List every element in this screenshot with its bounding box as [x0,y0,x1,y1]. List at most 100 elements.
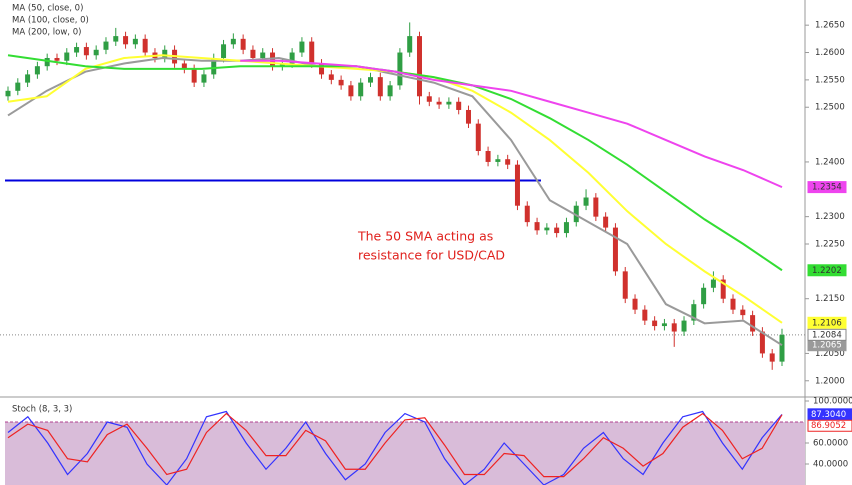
candle-body [740,309,746,316]
candle-body [456,101,462,110]
candle-body [230,38,236,45]
candle-body [632,298,638,310]
y-tick-label: 1.2250 [815,240,845,250]
y-tick-label: 1.2650 [815,21,845,31]
candle-body [34,66,40,75]
candle-body [387,85,393,97]
candle-body [622,271,628,299]
ma-line [7,56,783,347]
candle-body [377,77,383,97]
value-box [807,316,847,329]
candle-body [681,320,687,332]
y-tick-label: 60.0000 [813,439,848,449]
candle-body [593,197,599,217]
y-tick-label: 40.0000 [813,460,848,470]
candle-body [5,90,11,97]
y-tick-label: 1.2050 [815,349,845,359]
candle-body [524,205,530,223]
annotation: The 50 SMA acting as [357,229,493,244]
candle-body [495,159,501,162]
legend-entry: MA (200, low, 0) [12,28,81,38]
candle-body [181,63,187,69]
candle-body [162,49,168,58]
candle-body [671,323,677,332]
candle-body [279,63,285,67]
candle-body [426,96,432,102]
candle-body [358,82,364,97]
candle-body [25,74,31,83]
value-box [807,181,847,194]
candle-body [289,52,295,64]
candle-body [201,74,207,83]
candle-body [299,41,305,53]
candle-body [544,227,550,231]
candle-body [701,287,707,305]
value-box [807,264,847,277]
candle-body [260,52,266,58]
y-tick-label: 1.2300 [815,212,845,222]
candle-body [44,57,50,67]
legend-entry: MA (100, close, 0) [12,16,89,26]
value-box-label: 86.9052 [811,421,846,431]
candle-body [750,315,756,332]
candle-body [485,150,491,162]
candle-body [603,216,609,228]
candle-body [54,57,60,61]
candle-body [446,101,452,105]
candle-body [554,227,560,234]
y-tick-label: 100.0000 [813,397,852,407]
candle-body [436,101,442,105]
candle-body [475,123,481,151]
value-box-label: 1.2065 [812,341,842,351]
candle-body [573,205,579,223]
y-tick-label: 1.2550 [815,75,845,85]
y-tick-label: 1.2500 [815,103,845,113]
candle-body [759,331,765,354]
panel-title: Stoch (8, 3, 3) [12,405,72,415]
candle-body [338,79,344,86]
candle-body [720,279,726,299]
candle-body [113,36,119,42]
candle-body [691,304,697,321]
candle-body [652,320,658,327]
candle-body [93,49,99,56]
value-box [807,328,847,341]
candle-body [240,38,246,50]
candle-body [514,164,520,206]
stoch-line [7,412,783,478]
candle-body [123,36,129,45]
candle-body [368,77,374,83]
candle-body [505,159,511,165]
candle-body [74,47,80,53]
candle-body [103,41,109,50]
candle-body [83,47,89,56]
candle-body [15,82,21,91]
candle-body [221,44,227,58]
candle-body [779,334,785,362]
candle-body [132,38,138,45]
legend-entry: MA (50, close, 0) [12,4,83,14]
candle-body [769,353,775,362]
candle-body [661,323,667,327]
ma-line [240,59,783,189]
stoch-band [5,422,805,485]
candle-body [612,227,618,272]
candle-body [319,63,325,75]
candle-body [534,222,540,231]
candle-body [416,36,422,97]
y-tick-label: 1.2400 [815,157,845,167]
y-tick-label: 1.2150 [815,294,845,304]
candle-body [710,279,716,288]
candle-body [563,222,569,234]
candle-body [142,38,148,53]
value-box-label: 87.3040 [811,410,846,420]
candle-body [583,197,589,206]
y-tick-label: 1.2000 [815,376,845,386]
candle-body [328,74,334,80]
candle-body [397,52,403,86]
value-box-label: 1.2084 [812,330,842,340]
candle-body [191,68,197,83]
value-box-label: 1.2354 [812,183,842,193]
